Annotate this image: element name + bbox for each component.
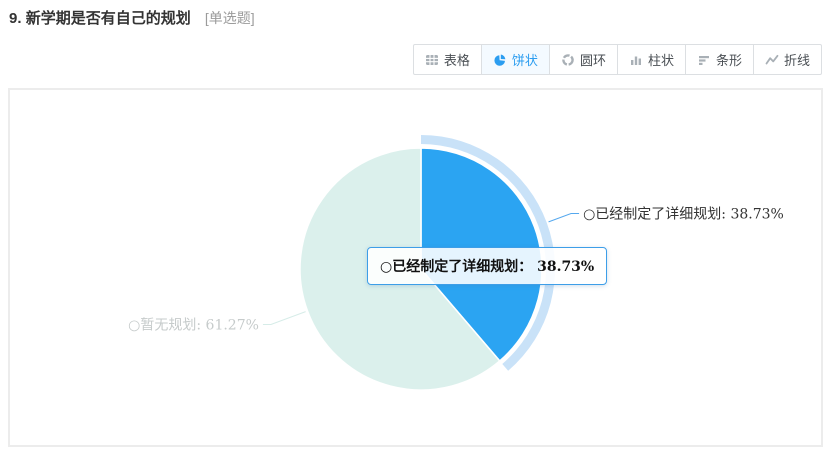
bar-view-button[interactable]: 条形	[684, 44, 754, 75]
column-view-button[interactable]: 柱状	[616, 44, 686, 75]
table-view-label: 表格	[443, 53, 470, 68]
donut-view-button[interactable]: 圆环	[548, 44, 618, 75]
column-view-label: 柱状	[647, 53, 674, 68]
donut-icon	[561, 53, 575, 67]
line-icon	[765, 53, 779, 67]
column-icon	[629, 53, 643, 67]
bar-view-label: 条形	[715, 53, 742, 68]
pie-icon	[493, 53, 507, 67]
pie-leader-line	[548, 213, 580, 223]
pie-view-label: 饼状	[511, 53, 538, 68]
pie-slice-halo	[421, 135, 555, 371]
pie-tooltip: ○已经制定了详细规划： 38.73%	[367, 247, 608, 285]
line-view-button[interactable]: 折线	[752, 44, 822, 75]
pie-leader-line	[262, 311, 306, 325]
line-view-label: 折线	[783, 53, 810, 68]
donut-view-label: 圆环	[579, 53, 606, 68]
pie-label-right: ○已经制定了详细规划: 38.73%	[583, 207, 784, 223]
chart-type-toolbar: 表格 饼状 圆环 柱状 条形 折线	[412, 44, 822, 75]
question-header: 9. 新学期是否有自己的规划 [单选题]	[9, 8, 255, 29]
question-type-tag: [单选题]	[204, 10, 255, 26]
question-title: 新学期是否有自己的规划	[25, 10, 191, 27]
chart-panel: ○已经制定了详细规划: 38.73% ○暂无规划: 61.27% ○已经制定了详细…	[8, 88, 823, 447]
pie-view-button[interactable]: 饼状	[480, 44, 550, 75]
question-number: 9.	[9, 10, 22, 27]
pie-label-left: ○暂无规划: 61.27%	[128, 317, 259, 333]
bar-icon	[697, 53, 711, 67]
table-icon	[425, 53, 439, 67]
table-view-button[interactable]: 表格	[412, 44, 482, 75]
